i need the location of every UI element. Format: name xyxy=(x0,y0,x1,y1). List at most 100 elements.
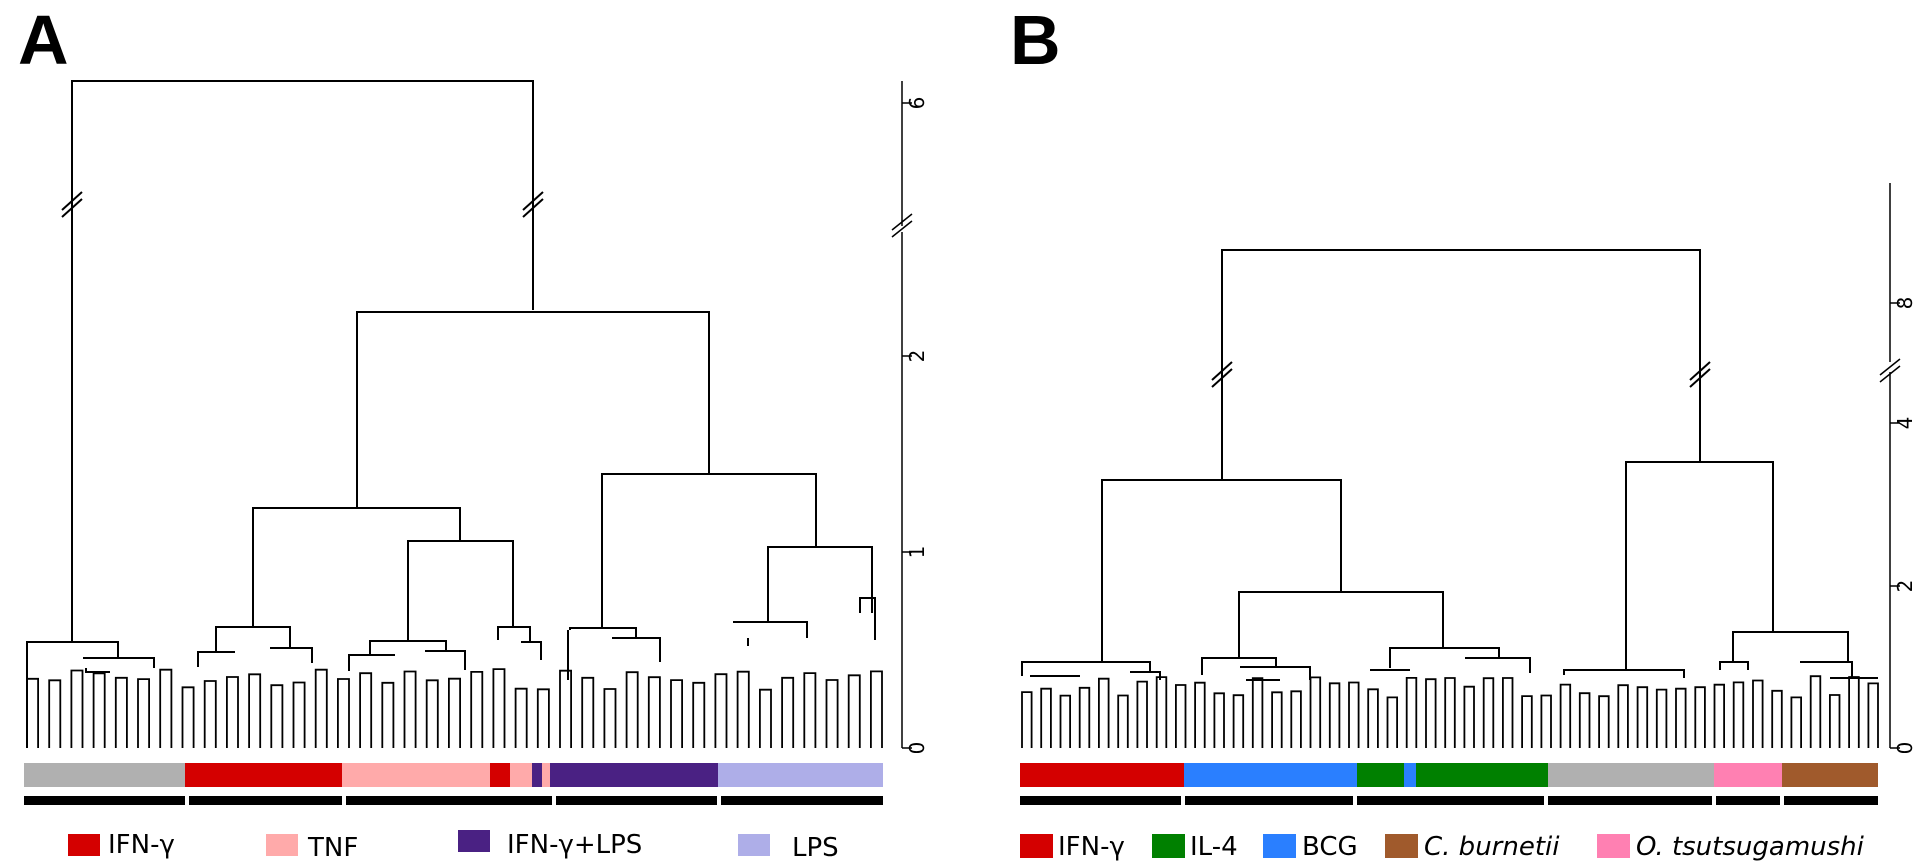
leaf-pair xyxy=(1444,677,1456,748)
panel-a-node xyxy=(601,473,817,628)
leaf-pair xyxy=(536,688,550,748)
leaf-pair xyxy=(1386,696,1398,748)
leaf-pair xyxy=(514,687,528,748)
panel-a-root-branch xyxy=(71,80,534,642)
panel-b-leaves xyxy=(1021,675,1879,748)
leaf-pair xyxy=(425,679,439,748)
panel-b-branch-break xyxy=(1211,361,1233,388)
leaf-pair xyxy=(847,674,861,748)
leaf-pair xyxy=(403,670,417,748)
panel-a-segment-bar xyxy=(24,796,883,805)
segment xyxy=(189,796,342,805)
panel-b-dendrogram xyxy=(1021,249,1878,681)
panel-b-letter: B xyxy=(1010,1,1061,79)
panel-a-axis-ticks: 0 1 2 6 xyxy=(905,97,929,755)
leaf-pair xyxy=(1175,684,1187,748)
leaf-pair xyxy=(92,672,106,748)
leaf-pair xyxy=(137,678,150,748)
leaf-pair xyxy=(781,676,795,748)
leaf-pair xyxy=(1655,688,1668,748)
legend-label: IL-4 xyxy=(1190,832,1238,861)
leaf-pair xyxy=(603,688,617,748)
leaf-pair xyxy=(1463,685,1475,748)
leaf-pair xyxy=(1829,694,1841,748)
panel-b-node xyxy=(1625,461,1774,670)
legend-label: TNF xyxy=(307,833,358,861)
leaf-pair xyxy=(1578,692,1591,748)
group-bar-segment xyxy=(1020,763,1184,787)
leaf-pair xyxy=(181,686,195,748)
group-bar-segment xyxy=(532,763,542,787)
segment xyxy=(1185,796,1353,805)
leaf-pair xyxy=(803,672,817,748)
leaf-pair xyxy=(714,673,728,748)
leaf-pair xyxy=(1271,691,1283,748)
leaf-pair xyxy=(1251,677,1264,748)
leaf-pair xyxy=(270,684,284,748)
panel-a-legend: IFN-γ TNF IFN-γ+LPS LPS xyxy=(68,830,839,861)
panel-a-y-axis xyxy=(891,81,913,749)
panel-a-node xyxy=(767,546,873,622)
leaf-pair xyxy=(1155,676,1168,748)
legend-swatch xyxy=(458,830,490,852)
segment xyxy=(1548,796,1712,805)
leaf-pair xyxy=(448,677,461,748)
legend-swatch xyxy=(266,834,298,856)
panel-a-leaves xyxy=(26,668,883,748)
group-bar-segment xyxy=(550,763,718,787)
leaf-pair xyxy=(559,669,572,748)
tick-label: 2 xyxy=(1893,580,1917,593)
panel-b-y-axis xyxy=(1879,183,1901,749)
legend-label: IFN-γ xyxy=(1058,832,1125,861)
panel-a-dendrogram xyxy=(26,80,876,748)
group-bar-segment xyxy=(185,763,342,787)
leaf-pair xyxy=(1040,687,1052,748)
group-bar-segment xyxy=(24,763,185,787)
group-bar-segment xyxy=(342,763,490,787)
group-bar-segment xyxy=(1184,763,1357,787)
tick-label: 0 xyxy=(1893,742,1917,755)
panel-b-legend: IFN-γ IL-4 BCG C. burnetii O. tsutsugamu… xyxy=(1020,832,1865,861)
leaf-pair xyxy=(1367,688,1379,748)
leaf-pair xyxy=(248,673,262,748)
segment xyxy=(1020,796,1181,805)
leaf-pair xyxy=(759,688,772,748)
panel-b-group-bar xyxy=(1020,763,1878,787)
tick-label: 6 xyxy=(905,97,929,110)
leaf-pair xyxy=(1521,695,1533,748)
leaf-pair xyxy=(870,670,883,748)
panel-b: B xyxy=(1010,1,1917,861)
legend-swatch xyxy=(1020,834,1053,858)
legend-swatch xyxy=(1597,834,1630,858)
leaf-pair xyxy=(1425,678,1437,748)
legend-label: O. tsutsugamushi xyxy=(1636,832,1865,861)
leaf-pair xyxy=(1117,694,1129,748)
group-bar-segment xyxy=(490,763,510,787)
panel-a-node xyxy=(356,311,710,508)
legend-swatch xyxy=(738,834,770,856)
legend-label: BCG xyxy=(1302,832,1358,861)
leaf-pair xyxy=(1021,691,1033,748)
leaf-pair xyxy=(159,668,173,748)
leaf-pair xyxy=(314,668,328,748)
leaf-pair xyxy=(26,677,39,748)
legend-label: C. burnetii xyxy=(1424,832,1560,861)
tick-label: 4 xyxy=(1893,417,1917,430)
leaf-pair xyxy=(381,681,395,748)
leaf-pair xyxy=(1059,694,1071,748)
panel-a-node xyxy=(407,540,514,641)
panel-a-branch-break xyxy=(522,191,544,218)
leaf-pair xyxy=(1732,681,1745,748)
leaf-pair xyxy=(1559,683,1572,748)
leaf-pair xyxy=(1482,677,1495,748)
leaf-pair xyxy=(337,678,350,748)
leaf-pair xyxy=(1098,677,1110,748)
group-bar-segment xyxy=(510,763,532,787)
leaf-pair xyxy=(736,670,750,748)
leaf-pair xyxy=(1328,682,1341,748)
leaf-pair xyxy=(1848,676,1860,748)
panel-b-segment-bar xyxy=(1020,796,1878,805)
panel-b-node xyxy=(1101,479,1342,662)
legend-label: IFN-γ xyxy=(108,830,175,860)
panel-a-branch-break xyxy=(61,191,83,218)
